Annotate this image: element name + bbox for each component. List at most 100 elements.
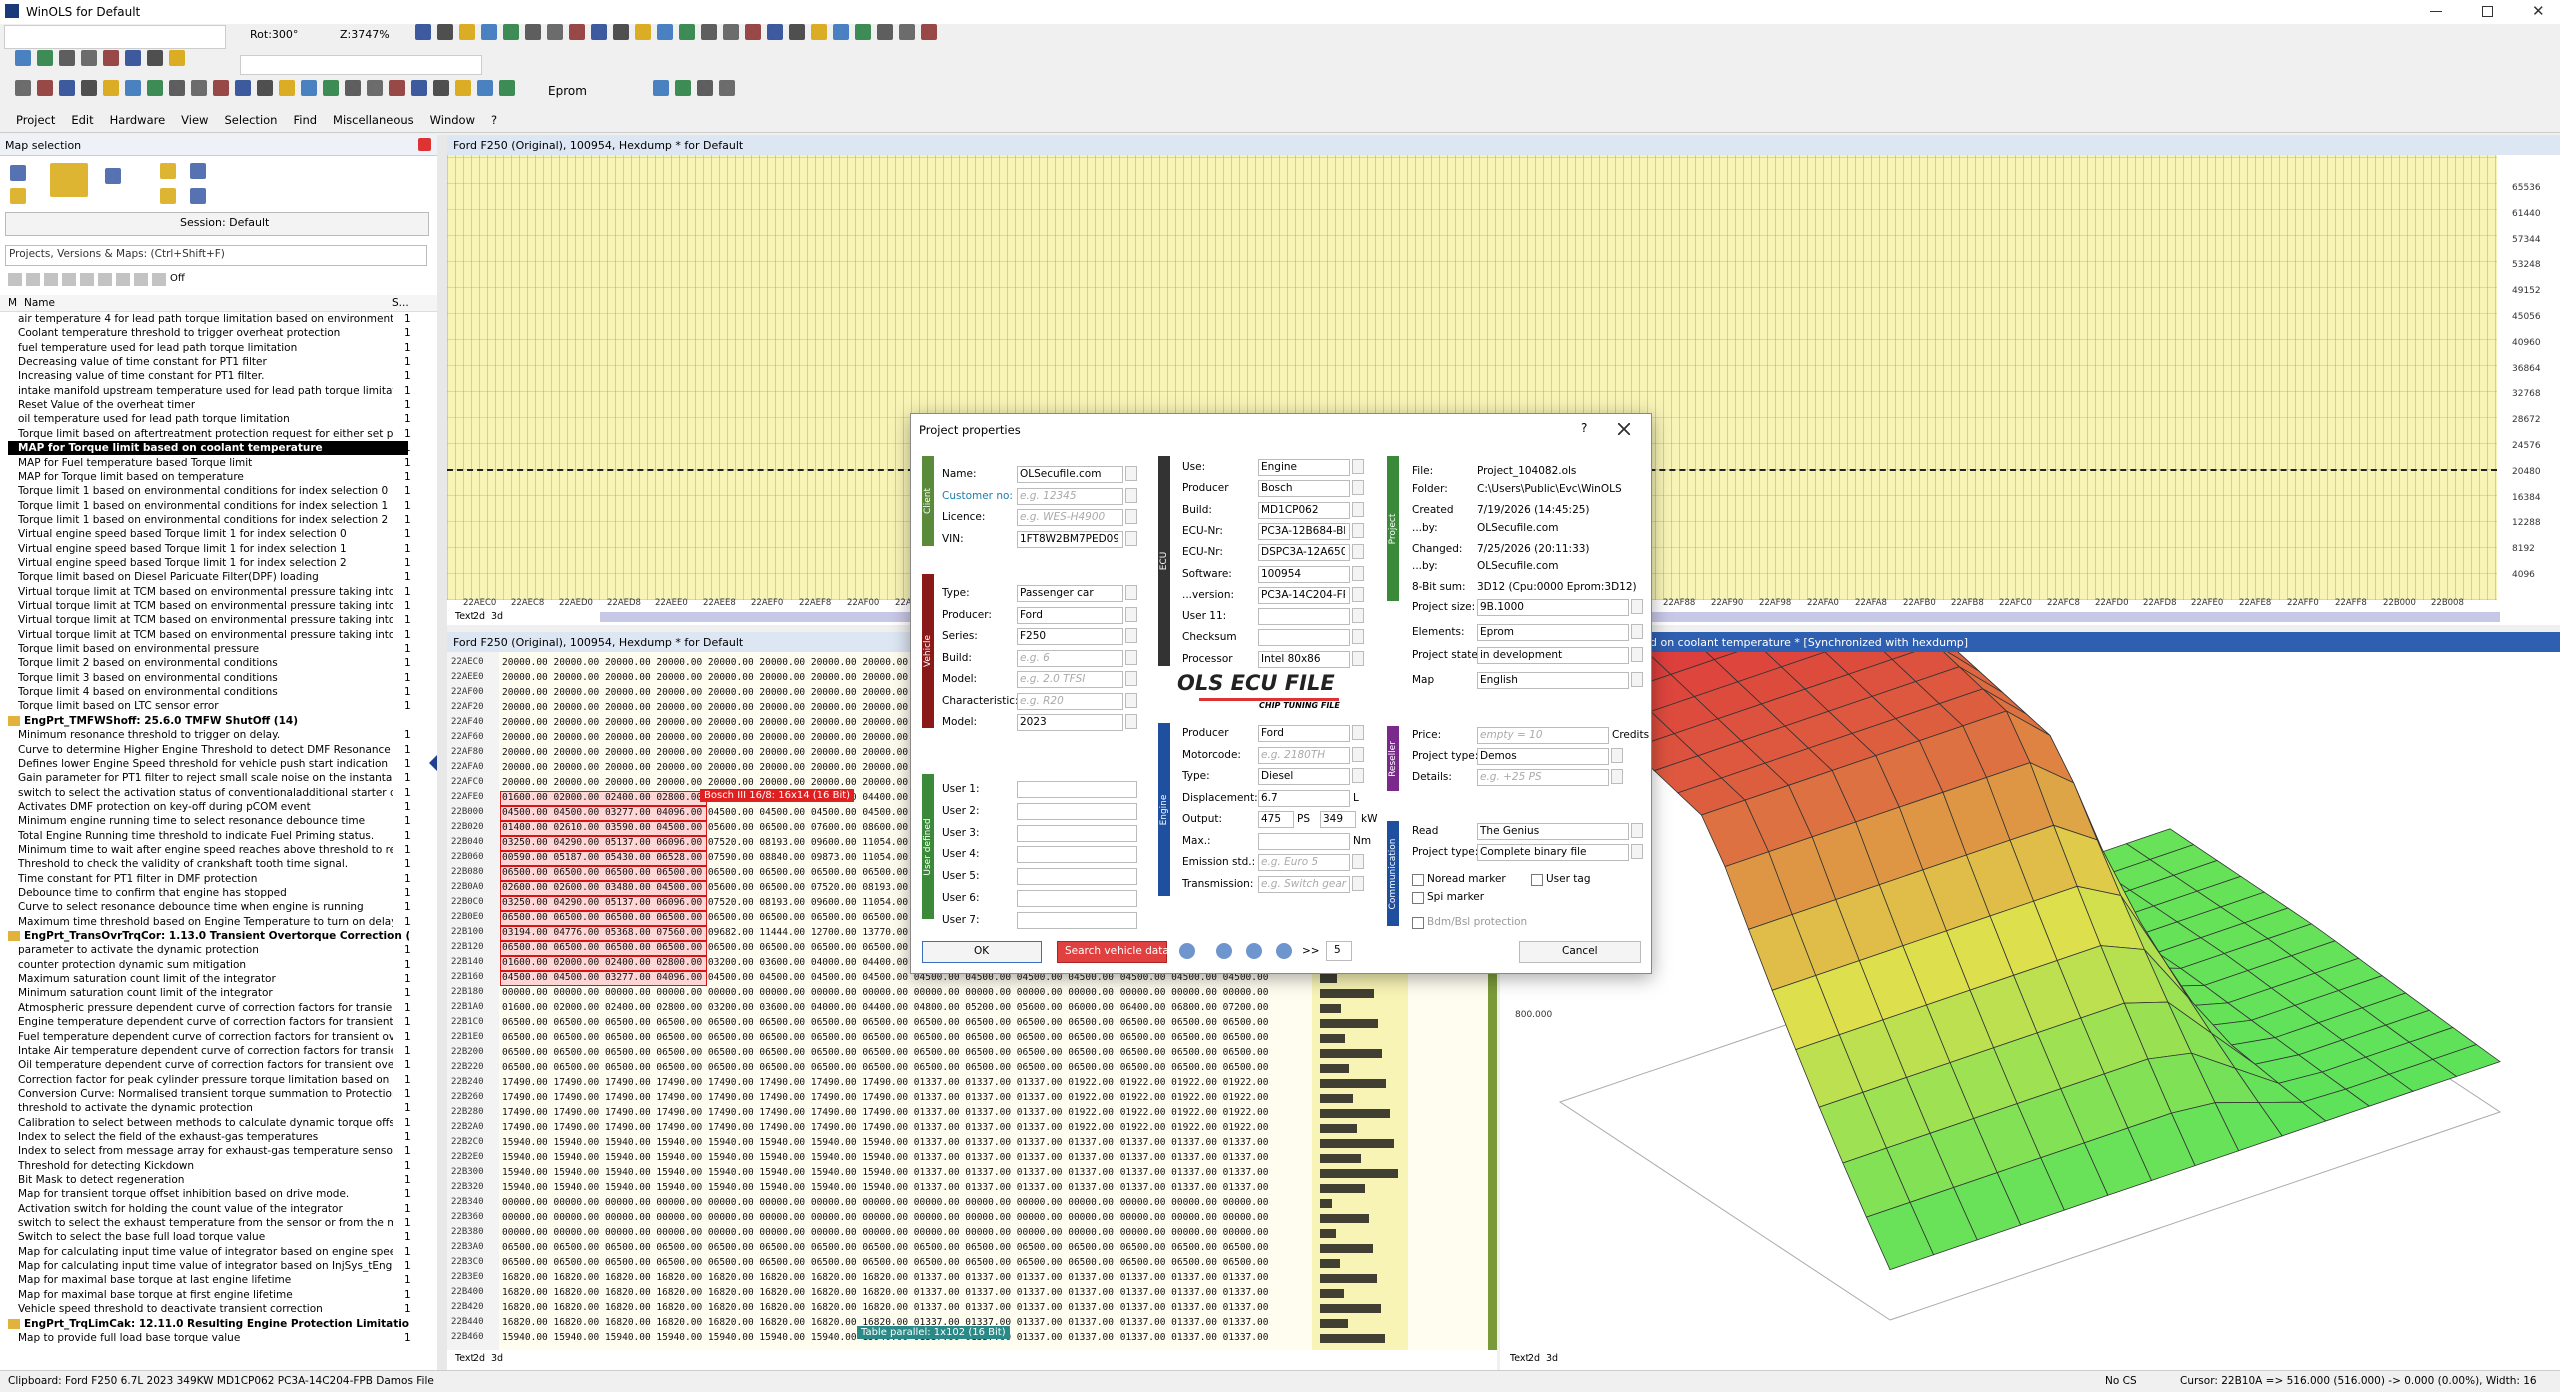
- view-tab[interactable]: 3d: [491, 1353, 504, 1364]
- toolbar-button[interactable]: [37, 50, 53, 66]
- arrow-button[interactable]: [1125, 530, 1137, 546]
- panel-button[interactable]: [160, 163, 176, 179]
- map-row[interactable]: Virtual engine speed based Torque limit …: [18, 528, 347, 541]
- map-row[interactable]: Maximum time threshold based on Engine T…: [18, 915, 393, 928]
- map-row[interactable]: Torque limit based on LTC sensor error: [18, 700, 219, 713]
- view-tab[interactable]: 3d: [491, 611, 504, 622]
- map-row[interactable]: Map for calculating input time value of …: [18, 1260, 393, 1273]
- field-box[interactable]: [1258, 811, 1294, 828]
- menu-item[interactable]: View: [181, 113, 209, 127]
- field-box[interactable]: [1477, 624, 1629, 641]
- map-row[interactable]: Decreasing value of time constant for PT…: [18, 356, 267, 369]
- field-box[interactable]: [1017, 781, 1137, 798]
- view-tab[interactable]: Text: [455, 1353, 475, 1364]
- map-row[interactable]: Torque limit 1 based on environmental co…: [18, 499, 389, 512]
- toolbar-button[interactable]: [723, 24, 739, 40]
- filter-tool[interactable]: [134, 273, 148, 286]
- arrow-button[interactable]: [1631, 844, 1643, 859]
- toolbar-button[interactable]: [257, 80, 273, 96]
- view-tab[interactable]: 3d: [1546, 1353, 1559, 1364]
- filter-tool[interactable]: [152, 273, 166, 286]
- map-row[interactable]: Torque limit 3 based on environmental co…: [18, 671, 278, 684]
- view-tab[interactable]: Text: [1510, 1353, 1530, 1364]
- filter-box[interactable]: [5, 245, 427, 266]
- field-box[interactable]: [1258, 875, 1350, 893]
- toolbar-button[interactable]: [613, 24, 629, 40]
- arrow-button[interactable]: [1125, 692, 1137, 708]
- map-row[interactable]: MAP for Torque limit based on temperatur…: [18, 470, 244, 483]
- toolbar-button[interactable]: [103, 50, 119, 66]
- menu-item[interactable]: Edit: [71, 113, 94, 127]
- panel-close[interactable]: [418, 138, 431, 151]
- map-row[interactable]: parameter to activate the dynamic protec…: [18, 944, 259, 957]
- filter-tool[interactable]: [116, 273, 130, 286]
- toolbar-button[interactable]: [921, 24, 937, 40]
- toolbar-button[interactable]: [191, 80, 207, 96]
- map-row[interactable]: Torque limit based on environmental pres…: [18, 643, 260, 656]
- toolbar-button[interactable]: [169, 80, 185, 96]
- view-tab[interactable]: 2d: [473, 611, 486, 622]
- toolbar-button[interactable]: [367, 80, 383, 96]
- map-row[interactable]: Switch to select the base full load torq…: [18, 1231, 266, 1244]
- toolbar-button[interactable]: [459, 24, 475, 40]
- field-box[interactable]: [1258, 501, 1350, 519]
- arrow-button[interactable]: [1125, 606, 1137, 622]
- off-toggle[interactable]: Off: [170, 273, 185, 284]
- toolbar-button[interactable]: [701, 24, 717, 40]
- map-row[interactable]: Torque limit 1 based on environmental co…: [18, 513, 389, 526]
- menu-item[interactable]: Selection: [224, 113, 278, 127]
- arrow-button[interactable]: [1352, 565, 1364, 581]
- toolbar-button[interactable]: [833, 24, 849, 40]
- arrow-button[interactable]: [1611, 769, 1623, 784]
- map-row[interactable]: Index to select the field of the exhaust…: [18, 1130, 319, 1143]
- field-box[interactable]: [1258, 544, 1350, 562]
- map-row[interactable]: Threshold for detecting Kickdown: [18, 1159, 195, 1172]
- field-box[interactable]: [1477, 727, 1609, 744]
- map-row[interactable]: Index to select from message array for e…: [18, 1145, 393, 1158]
- field-box[interactable]: [1017, 606, 1123, 624]
- map-row[interactable]: Map to provide full load base torque val…: [18, 1331, 241, 1344]
- map-row[interactable]: Reset Value of the overheat timer: [18, 399, 196, 412]
- field-box[interactable]: [1258, 746, 1350, 764]
- toolbar-button[interactable]: [455, 80, 471, 96]
- toolbar-button[interactable]: [411, 80, 427, 96]
- map-row[interactable]: Coolant temperature threshold to trigger…: [18, 327, 341, 340]
- ok-button[interactable]: [922, 941, 1042, 963]
- group-row[interactable]: EngPrt_TrqLimCak: 12.11.0 Resulting Engi…: [24, 1317, 409, 1330]
- arrow-button[interactable]: [1125, 671, 1137, 686]
- field-box[interactable]: [1017, 671, 1123, 688]
- toolbar-button[interactable]: [503, 24, 519, 40]
- map-row[interactable]: Total Engine Running time threshold to i…: [18, 829, 375, 842]
- toolbar-button[interactable]: [855, 24, 871, 40]
- field-box[interactable]: [1258, 789, 1350, 807]
- toolbar-button[interactable]: [125, 80, 141, 96]
- map-row[interactable]: Increasing value of time constant for PT…: [18, 370, 265, 383]
- arrow-button[interactable]: [1352, 650, 1364, 666]
- arrow-button[interactable]: [1352, 522, 1364, 538]
- field-box[interactable]: [1017, 692, 1123, 710]
- map-row[interactable]: Atmospheric pressure dependent curve of …: [18, 1001, 393, 1014]
- map-row[interactable]: Curve to determine Higher Engine Thresho…: [18, 743, 393, 756]
- map-row[interactable]: MAP for Torque limit based on coolant te…: [18, 442, 323, 455]
- more-button[interactable]: >>: [1302, 945, 1320, 957]
- map-row[interactable]: Bit Mask to detect regeneration: [18, 1174, 185, 1186]
- arrow-button[interactable]: [1125, 585, 1137, 600]
- map-row[interactable]: Defines lower Engine Speed threshold for…: [18, 757, 389, 770]
- map-row[interactable]: Minimum resonance threshold to trigger o…: [18, 729, 281, 742]
- field-box[interactable]: [1258, 854, 1350, 871]
- search-button[interactable]: [1057, 941, 1167, 963]
- toolbar-button[interactable]: [477, 80, 493, 96]
- icon-button[interactable]: [1276, 943, 1292, 959]
- toolbar-combo[interactable]: [240, 55, 482, 75]
- map-row[interactable]: Torque limit based on Diesel Paricuate F…: [18, 571, 319, 584]
- map-row[interactable]: Virtual engine speed based Torque limit …: [18, 556, 347, 569]
- field-box[interactable]: [1477, 748, 1609, 765]
- map-row[interactable]: Oil temperature dependent curve of corre…: [18, 1059, 393, 1072]
- toolbar-button[interactable]: [15, 80, 31, 96]
- map-row[interactable]: Map for calculating input time value of …: [18, 1245, 393, 1258]
- arrow-button[interactable]: [1352, 586, 1364, 602]
- arrow-button[interactable]: [1631, 647, 1643, 662]
- toolbar-button[interactable]: [899, 24, 915, 40]
- arrow-button[interactable]: [1125, 628, 1137, 643]
- arrow-button[interactable]: [1352, 501, 1364, 517]
